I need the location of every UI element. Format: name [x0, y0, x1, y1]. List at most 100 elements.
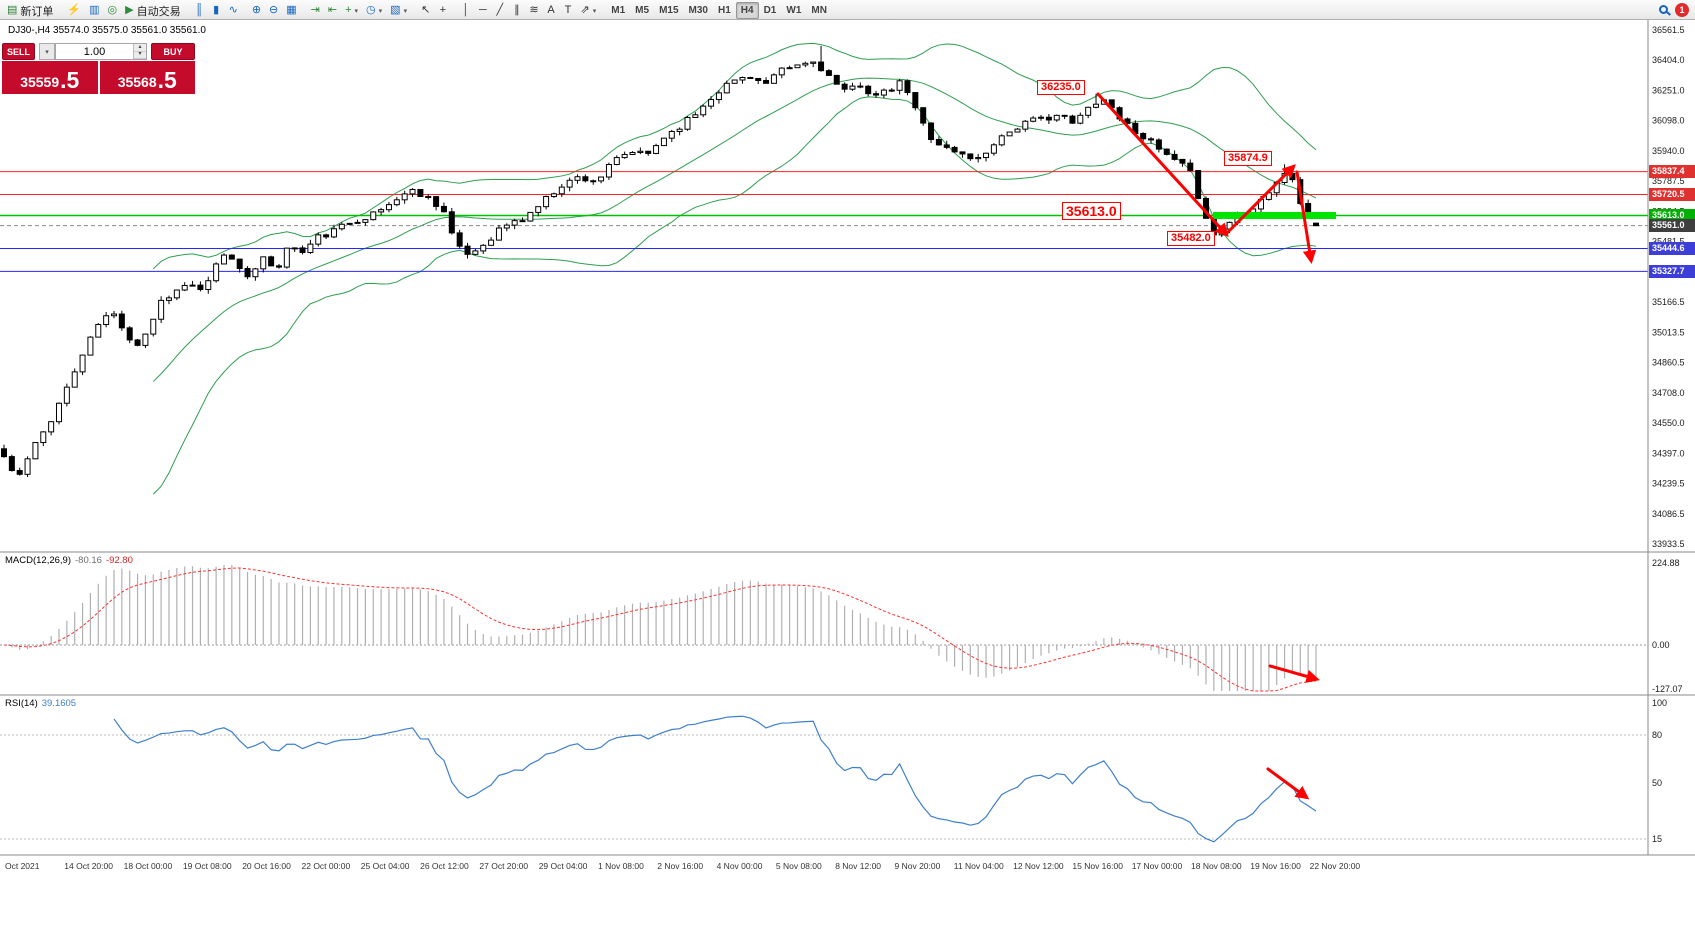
zoom-in-button[interactable]: ⊕	[248, 2, 265, 19]
zoom-out-icon: ⊖	[269, 4, 279, 16]
svg-text:9 Nov 20:00: 9 Nov 20:00	[895, 861, 941, 871]
sell-button[interactable]: SELL	[2, 43, 35, 60]
trend-arrow-4[interactable]	[1268, 664, 1320, 683]
svg-text:224.88: 224.88	[1652, 558, 1680, 568]
timeframe-w1-button[interactable]: W1	[781, 2, 806, 19]
svg-text:35328.5: 35328.5	[1652, 267, 1685, 277]
fibonacci-icon: ≋	[529, 4, 539, 16]
bar-chart-button[interactable]: ║	[191, 2, 208, 19]
new-chart-button[interactable]: + ▾	[341, 2, 362, 19]
svg-text:33933.5: 33933.5	[1652, 539, 1685, 549]
volume-preset-button[interactable]: ▾	[39, 43, 55, 60]
timeframe-m1-button[interactable]: M1	[606, 2, 630, 19]
zoom-out-button[interactable]: ⊖	[265, 2, 282, 19]
bollinger-middle-band	[152, 77, 1317, 382]
shapes-button[interactable]: ⇗ ▾	[577, 2, 601, 19]
macd-main-value: -80.16	[75, 555, 102, 566]
rsi-name: RSI(14)	[5, 698, 38, 709]
template-button[interactable]: ▧ ▾	[386, 2, 411, 19]
chart-shift-icon: ⇤	[327, 4, 338, 16]
toolbar-left: ▤ 新订单 ⚡ ▥ ◎ ▶ 自动交易 ║ ▮ ∿ ⊕ ⊖ ▦ ⇥ ⇤ + ▾ ◷ ▾ ▧ ▾ ↖ + │ ─ ╱ ∥ ≋ A T ⇗ ▾ M1 M…	[3, 0, 832, 19]
svg-text:35166.5: 35166.5	[1652, 297, 1685, 307]
shapes-icon: ⇗	[580, 4, 590, 16]
chart-shift-button[interactable]: ⇤	[324, 2, 341, 19]
new-order-icon: ▤	[7, 4, 18, 16]
support-zone-highlight[interactable]	[1213, 212, 1336, 220]
autotrading-button[interactable]: ▶ 自动交易	[121, 2, 184, 19]
rsi-panel	[0, 715, 1648, 843]
trendline-button[interactable]: ╱	[491, 2, 508, 19]
fibonacci-button[interactable]: ≋	[525, 2, 542, 19]
macd-name: MACD(12,26,9)	[5, 555, 71, 566]
refresh-button[interactable]: ◎	[104, 2, 122, 19]
vertical-line-button[interactable]: │	[457, 2, 474, 19]
sell-price[interactable]: 35559.5	[2, 61, 98, 94]
notification-badge[interactable]: 1	[1675, 2, 1689, 17]
auto-scroll-button[interactable]: ⇥	[307, 2, 324, 19]
depth-of-market-button[interactable]: ▥	[85, 2, 103, 19]
svg-text:36098.0: 36098.0	[1652, 116, 1685, 126]
svg-text:35940.0: 35940.0	[1652, 146, 1685, 156]
caret-down-icon: ▾	[354, 7, 359, 15]
timeframe-h4-button[interactable]: H4	[735, 2, 759, 19]
volume-up-button[interactable]: ▴	[134, 44, 146, 52]
autotrading-icon: ▶	[125, 4, 134, 16]
trend-arrow-1[interactable]	[1096, 92, 1229, 237]
svg-text:29 Oct 04:00: 29 Oct 04:00	[539, 861, 588, 871]
search-icon[interactable]	[1659, 5, 1668, 14]
svg-text:8 Nov 12:00: 8 Nov 12:00	[835, 861, 881, 871]
new-order-button-label: 新订单	[20, 5, 54, 18]
svg-text:34708.0: 34708.0	[1652, 388, 1685, 398]
label-button[interactable]: T	[560, 2, 577, 19]
volume-input[interactable]	[56, 44, 133, 59]
svg-text:17 Nov 00:00: 17 Nov 00:00	[1132, 861, 1183, 871]
channel-button[interactable]: ∥	[508, 2, 525, 19]
chart-canvas[interactable]: 36561.5 36404.0 36251.0 36098.0 35940.0 35787…	[0, 20, 1695, 944]
one-click-trading-widget: SELL ▾ ▴ ▾ BUY 35559.5 35568.5	[2, 43, 195, 94]
svg-text:18 Oct 00:00: 18 Oct 00:00	[124, 861, 173, 871]
period-button[interactable]: ◷ ▾	[362, 2, 386, 19]
template-icon: ▧	[390, 4, 401, 16]
drawings[interactable]	[1096, 92, 1336, 800]
text-button[interactable]: A	[543, 2, 560, 19]
timeframe-mn-button[interactable]: MN	[806, 2, 832, 19]
svg-text:25 Oct 04:00: 25 Oct 04:00	[361, 861, 410, 871]
volume-spin-buttons: ▴ ▾	[133, 44, 146, 59]
crosshair-icon: +	[439, 4, 447, 16]
channel-icon: ∥	[514, 4, 520, 16]
timeframe-m5-button[interactable]: M5	[630, 2, 654, 19]
trend-arrow-3[interactable]	[1295, 170, 1317, 264]
trend-arrow-5[interactable]	[1266, 767, 1310, 800]
horizontal-levels[interactable]	[0, 171, 1648, 272]
svg-text:80: 80	[1652, 730, 1662, 740]
cursor-button[interactable]: ↖	[417, 2, 434, 19]
candlestick-chart-icon: ▮	[213, 4, 220, 16]
candlesticks	[1, 45, 1319, 478]
candlestick-chart-button[interactable]: ▮	[208, 2, 225, 19]
toolbar: ▤ 新订单 ⚡ ▥ ◎ ▶ 自动交易 ║ ▮ ∿ ⊕ ⊖ ▦ ⇥ ⇤ + ▾ ◷ ▾ ▧ ▾ ↖ + │ ─ ╱ ∥ ≋ A T ⇗ ▾ M1 M…	[0, 0, 1695, 20]
timeframe-m30-button[interactable]: M30	[684, 2, 713, 19]
svg-text:-127.07: -127.07	[1652, 684, 1683, 694]
buy-price[interactable]: 35568.5	[99, 61, 195, 94]
caret-down-icon: ▾	[403, 7, 408, 15]
svg-text:12 Nov 12:00: 12 Nov 12:00	[1013, 861, 1064, 871]
horizontal-line-button[interactable]: ─	[474, 2, 491, 19]
line-chart-button[interactable]: ∿	[225, 2, 242, 19]
period-icon: ◷	[366, 4, 376, 16]
quick-trade-button[interactable]: ⚡	[63, 2, 85, 19]
new-order-button[interactable]: ▤ 新订单	[3, 2, 57, 19]
crosshair-button[interactable]: +	[434, 2, 451, 19]
timeframe-m15-button[interactable]: M15	[654, 2, 683, 19]
axes: 36561.5 36404.0 36251.0 36098.0 35940.0 35787…	[0, 20, 1695, 871]
timeframe-d1-button[interactable]: D1	[759, 2, 782, 19]
horizontal-line-icon: ─	[478, 4, 487, 16]
svg-text:2 Nov 16:00: 2 Nov 16:00	[657, 861, 703, 871]
volume-down-button[interactable]: ▾	[134, 51, 146, 59]
tile-windows-button[interactable]: ▦	[282, 2, 300, 19]
timeframe-h1-button[interactable]: H1	[713, 2, 736, 19]
buy-button[interactable]: BUY	[151, 43, 195, 60]
svg-text:100: 100	[1652, 698, 1667, 708]
label-icon: T	[564, 4, 572, 16]
trend-arrow-2[interactable]	[1224, 164, 1296, 236]
macd-signal-line	[3, 567, 1317, 692]
